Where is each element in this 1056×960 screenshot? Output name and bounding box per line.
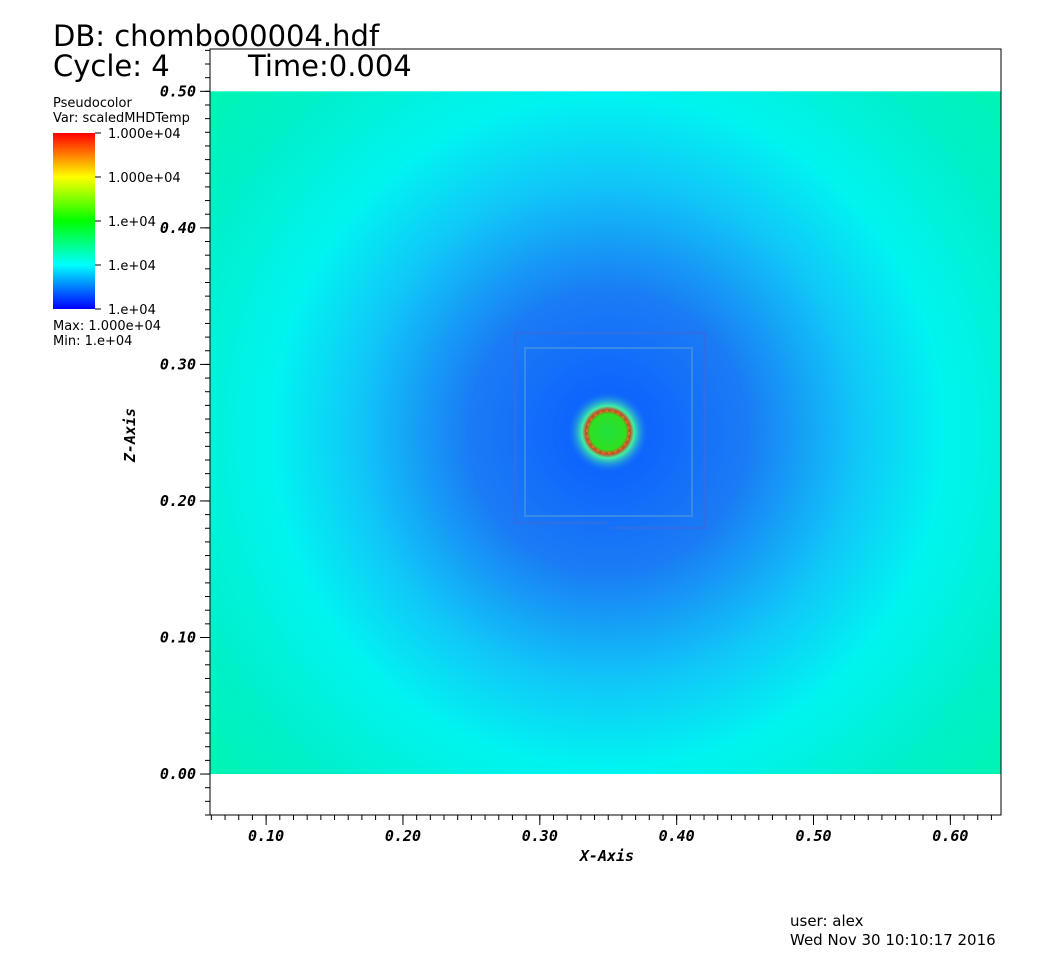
- y-tick-label: 0.30: [160, 355, 196, 373]
- legend-label: 1.000e+04: [108, 127, 181, 142]
- plot-frame: [209, 48, 1002, 816]
- date: Wed Nov 30 10:10:17 2016: [790, 931, 996, 949]
- y-tick-label: 0.00: [160, 765, 196, 783]
- x-axis-label: X-Axis: [578, 847, 634, 865]
- legend-label: 1.000e+04: [108, 171, 181, 186]
- legend-label: 1.e+04: [108, 259, 156, 274]
- time: Time:0.004: [247, 49, 412, 83]
- x-tick-label: 0.40: [659, 827, 695, 845]
- db-title: DB: chombo00004.hdf: [53, 19, 380, 53]
- user: user: alex: [790, 912, 864, 930]
- y-tick-label: 0.50: [160, 82, 196, 100]
- y-tick-label: 0.10: [160, 628, 196, 646]
- colorbar: [53, 133, 95, 309]
- y-tick-label: 0.20: [160, 492, 196, 510]
- variable: Var: scaledMHDTemp: [53, 111, 190, 126]
- min-label: Min: 1.e+04: [53, 334, 132, 349]
- plot-name: Pseudocolor: [53, 96, 132, 111]
- legend-label: 1.e+04: [108, 303, 156, 318]
- hot-spot: [568, 392, 648, 472]
- hot-ring: [586, 410, 630, 454]
- mesh-outline: [513, 331, 707, 530]
- x-tick-label: 0.30: [522, 827, 558, 845]
- x-tick-label: 0.60: [932, 827, 968, 845]
- x-tick-label: 0.20: [385, 827, 421, 845]
- y-axis-label: Z-Axis: [121, 408, 139, 463]
- y-tick-label: 0.40: [160, 219, 196, 237]
- x-tick-label: 0.10: [248, 827, 284, 845]
- cycle: Cycle: 4: [53, 49, 170, 83]
- mesh-outline: [524, 347, 693, 517]
- max-label: Max: 1.000e+04: [53, 319, 161, 334]
- x-tick-label: 0.50: [795, 827, 831, 845]
- legend-label: 1.e+04: [108, 215, 156, 230]
